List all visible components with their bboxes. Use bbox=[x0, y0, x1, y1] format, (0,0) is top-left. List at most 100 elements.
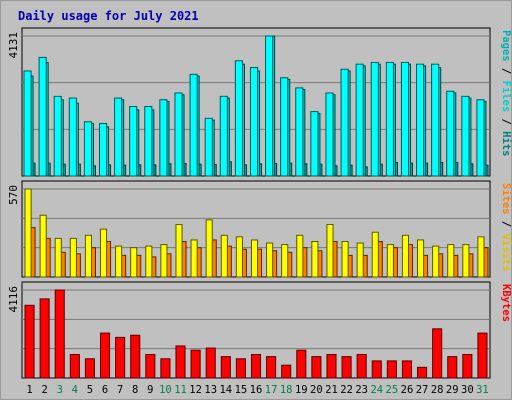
bar-visits-day-3 bbox=[54, 237, 62, 278]
x-tick-label-day-13: 13 bbox=[204, 384, 217, 396]
bar-kbytes-day-5 bbox=[84, 358, 95, 379]
panel-sites-visits-legend: Sites / Visits bbox=[500, 183, 512, 272]
x-tick-label-day-17: 17 bbox=[265, 384, 278, 396]
bar-kbytes-day-16 bbox=[250, 353, 262, 379]
x-tick-label-day-9: 9 bbox=[147, 384, 153, 396]
bar-kbytes-day-26 bbox=[401, 360, 413, 379]
bar-kbytes-day-6 bbox=[99, 332, 111, 379]
x-tick-label-day-7: 7 bbox=[117, 384, 123, 396]
bar-visits-day-26 bbox=[401, 234, 410, 278]
bar-kbytes-day-24 bbox=[371, 360, 382, 379]
bar-visits-day-1 bbox=[24, 188, 32, 278]
x-tick-label-day-31: 31 bbox=[476, 384, 489, 396]
bar-visits-day-30 bbox=[462, 244, 470, 278]
bar-hits-day-16 bbox=[249, 67, 259, 177]
bar-kbytes-day-28 bbox=[432, 328, 443, 379]
bar-kbytes-day-12 bbox=[190, 349, 201, 379]
bar-kbytes-day-13 bbox=[205, 347, 216, 379]
bar-visits-day-25 bbox=[386, 244, 394, 278]
bar-visits-day-15 bbox=[235, 236, 243, 278]
legend-sites: Sites bbox=[500, 183, 512, 215]
bar-hits-day-2 bbox=[38, 56, 47, 177]
bar-kbytes-day-2 bbox=[39, 298, 50, 379]
bar-visits-day-24 bbox=[371, 231, 379, 278]
x-tick-label-day-26: 26 bbox=[401, 384, 414, 396]
bar-hits-day-31 bbox=[476, 99, 485, 177]
bar-hits-day-8 bbox=[129, 106, 138, 177]
bar-visits-day-4 bbox=[69, 237, 77, 278]
legend-files: Files bbox=[500, 81, 512, 113]
bar-visits-day-10 bbox=[160, 244, 168, 278]
x-tick-label-day-1: 1 bbox=[26, 384, 32, 396]
bar-hits-day-11 bbox=[174, 92, 183, 177]
bar-visits-day-27 bbox=[417, 239, 425, 278]
x-tick-label-day-30: 30 bbox=[461, 384, 474, 396]
panel-pages-files-hits-ymax-label: 4131 bbox=[7, 32, 20, 59]
bar-kbytes-day-11 bbox=[175, 345, 186, 379]
bar-hits-day-24 bbox=[370, 61, 379, 177]
bar-kbytes-day-22 bbox=[341, 356, 352, 379]
x-tick-label-day-8: 8 bbox=[132, 384, 138, 396]
bar-kbytes-day-31 bbox=[477, 332, 488, 379]
bar-hits-day-22 bbox=[340, 68, 349, 177]
x-tick-label-day-29: 29 bbox=[446, 384, 459, 396]
bar-visits-day-14 bbox=[220, 234, 228, 278]
bar-hits-day-27 bbox=[416, 63, 425, 177]
bar-hits-day-5 bbox=[83, 121, 92, 177]
chart-title: Daily usage for July 2021 bbox=[18, 9, 199, 23]
bar-kbytes-day-14 bbox=[220, 356, 231, 379]
bar-kbytes-day-1 bbox=[24, 304, 35, 379]
bar-kbytes-day-23 bbox=[356, 353, 367, 379]
bar-visits-day-17 bbox=[266, 242, 274, 278]
bar-visits-day-29 bbox=[447, 244, 455, 278]
bar-kbytes-day-21 bbox=[326, 353, 337, 379]
bar-hits-day-15 bbox=[234, 60, 243, 177]
x-tick-label-day-23: 23 bbox=[355, 384, 368, 396]
legend-visits: Visits bbox=[500, 234, 512, 272]
legend-separator: / bbox=[500, 112, 512, 131]
bar-visits-day-13 bbox=[205, 219, 213, 278]
bar-kbytes-day-8 bbox=[130, 334, 141, 379]
x-tick-label-day-2: 2 bbox=[41, 384, 47, 396]
x-tick-label-day-28: 28 bbox=[431, 384, 444, 396]
bar-visits-day-6 bbox=[99, 228, 108, 278]
bar-hits-day-23 bbox=[355, 63, 364, 177]
x-tick-label-day-19: 19 bbox=[295, 384, 308, 396]
bar-visits-day-22 bbox=[341, 240, 349, 278]
bar-visits-day-2 bbox=[39, 214, 47, 278]
bar-hits-day-26 bbox=[400, 61, 410, 177]
x-tick-label-day-14: 14 bbox=[219, 384, 232, 396]
bar-visits-day-5 bbox=[84, 234, 92, 278]
x-tick-label-day-21: 21 bbox=[325, 384, 338, 396]
bar-visits-day-8 bbox=[130, 247, 138, 278]
bar-hits-day-30 bbox=[461, 95, 470, 177]
x-tick-label-day-27: 27 bbox=[416, 384, 429, 396]
bar-kbytes-day-25 bbox=[386, 360, 397, 379]
bar-kbytes-day-30 bbox=[462, 353, 473, 379]
bar-hits-day-18 bbox=[280, 77, 289, 177]
bar-hits-day-9 bbox=[144, 106, 153, 177]
x-tick-label-day-10: 10 bbox=[159, 384, 172, 396]
bar-visits-day-12 bbox=[190, 239, 198, 278]
x-tick-label-day-11: 11 bbox=[174, 384, 187, 396]
legend-pages: Pages bbox=[500, 30, 512, 62]
bar-visits-day-7 bbox=[115, 245, 123, 278]
bar-hits-day-4 bbox=[68, 97, 77, 177]
legend-separator: / bbox=[500, 62, 512, 81]
bar-visits-day-20 bbox=[311, 240, 319, 278]
bar-hits-day-13 bbox=[204, 117, 213, 177]
bar-visits-day-16 bbox=[250, 239, 259, 278]
bar-hits-day-21 bbox=[325, 92, 334, 177]
x-tick-label-day-24: 24 bbox=[370, 384, 383, 396]
x-tick-label-day-22: 22 bbox=[340, 384, 353, 396]
bar-kbytes-day-19 bbox=[296, 349, 307, 379]
bar-visits-day-31 bbox=[477, 236, 485, 278]
panel-pages-files-hits-legend: Pages / Files / Hits bbox=[500, 30, 512, 156]
bar-visits-day-23 bbox=[356, 242, 364, 278]
x-tick-label-day-18: 18 bbox=[280, 384, 293, 396]
legend-hits: Hits bbox=[500, 131, 512, 156]
x-tick-label-day-3: 3 bbox=[57, 384, 63, 396]
bar-hits-day-17 bbox=[265, 35, 274, 177]
